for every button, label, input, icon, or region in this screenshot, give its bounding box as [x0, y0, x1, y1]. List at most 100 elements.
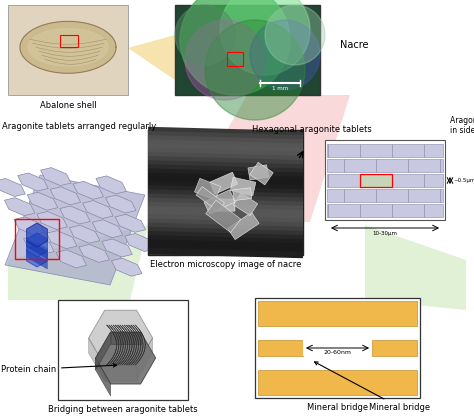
- Bar: [372, 340, 417, 356]
- Bar: [376, 189, 408, 202]
- Polygon shape: [110, 332, 141, 344]
- Bar: [424, 144, 443, 157]
- Polygon shape: [105, 366, 137, 381]
- Polygon shape: [27, 223, 47, 247]
- Polygon shape: [5, 175, 145, 285]
- Polygon shape: [233, 193, 258, 216]
- Text: Abalone shell: Abalone shell: [40, 101, 96, 110]
- Polygon shape: [41, 168, 71, 186]
- Circle shape: [205, 20, 305, 120]
- Text: Hexagonal aragonite tablets: Hexagonal aragonite tablets: [252, 125, 372, 134]
- Polygon shape: [128, 35, 175, 80]
- Polygon shape: [137, 338, 153, 381]
- Polygon shape: [102, 239, 132, 257]
- Polygon shape: [96, 332, 155, 384]
- Polygon shape: [27, 233, 47, 257]
- Polygon shape: [175, 95, 350, 222]
- Bar: [327, 159, 344, 172]
- Polygon shape: [365, 225, 466, 310]
- Polygon shape: [60, 206, 90, 224]
- Polygon shape: [14, 217, 45, 235]
- Polygon shape: [96, 358, 110, 396]
- Circle shape: [180, 0, 290, 95]
- Bar: [303, 340, 372, 356]
- Polygon shape: [56, 250, 87, 268]
- Polygon shape: [73, 181, 103, 199]
- Polygon shape: [196, 186, 224, 211]
- Bar: [344, 159, 376, 172]
- Bar: [424, 174, 443, 187]
- Text: Nacre: Nacre: [340, 40, 368, 50]
- Bar: [258, 340, 303, 356]
- Polygon shape: [24, 236, 54, 254]
- Text: Mineral bridge: Mineral bridge: [307, 403, 368, 412]
- Bar: [360, 144, 392, 157]
- Bar: [440, 189, 443, 202]
- Polygon shape: [8, 225, 148, 300]
- Polygon shape: [206, 200, 241, 233]
- Bar: [360, 174, 392, 187]
- Polygon shape: [106, 195, 136, 213]
- Text: Aragonite tablet arrangement
in side view: Aragonite tablet arrangement in side vie…: [450, 116, 474, 135]
- Polygon shape: [96, 176, 127, 194]
- Text: Protein chain: Protein chain: [1, 364, 117, 374]
- Polygon shape: [210, 172, 237, 194]
- Bar: [60, 35, 78, 47]
- Polygon shape: [216, 199, 235, 211]
- Bar: [258, 301, 417, 326]
- Bar: [360, 174, 392, 187]
- Bar: [408, 159, 440, 172]
- Polygon shape: [4, 198, 35, 216]
- Polygon shape: [69, 225, 100, 243]
- Bar: [344, 189, 376, 202]
- Polygon shape: [194, 178, 221, 200]
- Polygon shape: [89, 338, 105, 381]
- Bar: [424, 204, 443, 217]
- Bar: [175, 5, 320, 95]
- Polygon shape: [28, 29, 108, 66]
- Polygon shape: [250, 162, 273, 185]
- Bar: [408, 189, 440, 202]
- Polygon shape: [82, 201, 113, 219]
- Polygon shape: [248, 165, 269, 180]
- Bar: [360, 204, 392, 217]
- Circle shape: [175, 5, 235, 65]
- Polygon shape: [27, 239, 47, 259]
- Polygon shape: [89, 310, 153, 366]
- Text: ~0.5μm: ~0.5μm: [453, 178, 474, 183]
- Bar: [392, 144, 424, 157]
- Bar: [327, 174, 328, 187]
- Bar: [325, 140, 445, 220]
- Polygon shape: [233, 188, 252, 201]
- Circle shape: [220, 0, 310, 75]
- Polygon shape: [27, 243, 47, 267]
- Bar: [148, 130, 303, 255]
- Bar: [392, 174, 424, 187]
- Bar: [327, 189, 344, 202]
- Polygon shape: [46, 231, 77, 249]
- Bar: [8, 5, 128, 95]
- Polygon shape: [27, 249, 47, 269]
- Polygon shape: [50, 187, 81, 205]
- Text: 20-60nm: 20-60nm: [323, 350, 352, 355]
- Polygon shape: [37, 211, 67, 229]
- Circle shape: [265, 5, 325, 65]
- Polygon shape: [92, 220, 123, 238]
- Bar: [258, 370, 417, 395]
- Text: Aragonite tablets arranged regularly: Aragonite tablets arranged regularly: [2, 122, 156, 131]
- Text: Mineral bridge: Mineral bridge: [315, 362, 430, 412]
- Polygon shape: [125, 234, 155, 251]
- Bar: [327, 144, 328, 157]
- Bar: [328, 144, 360, 157]
- Bar: [327, 204, 328, 217]
- Bar: [15, 219, 59, 259]
- Polygon shape: [18, 173, 48, 191]
- Text: 1 mm: 1 mm: [272, 86, 288, 91]
- Text: Bridging between aragonite tablets: Bridging between aragonite tablets: [48, 405, 198, 414]
- Polygon shape: [230, 177, 256, 196]
- Polygon shape: [111, 258, 142, 276]
- Polygon shape: [0, 178, 25, 196]
- Text: Electron microscopy image of nacre: Electron microscopy image of nacre: [150, 260, 301, 269]
- Bar: [376, 159, 408, 172]
- Polygon shape: [20, 21, 116, 73]
